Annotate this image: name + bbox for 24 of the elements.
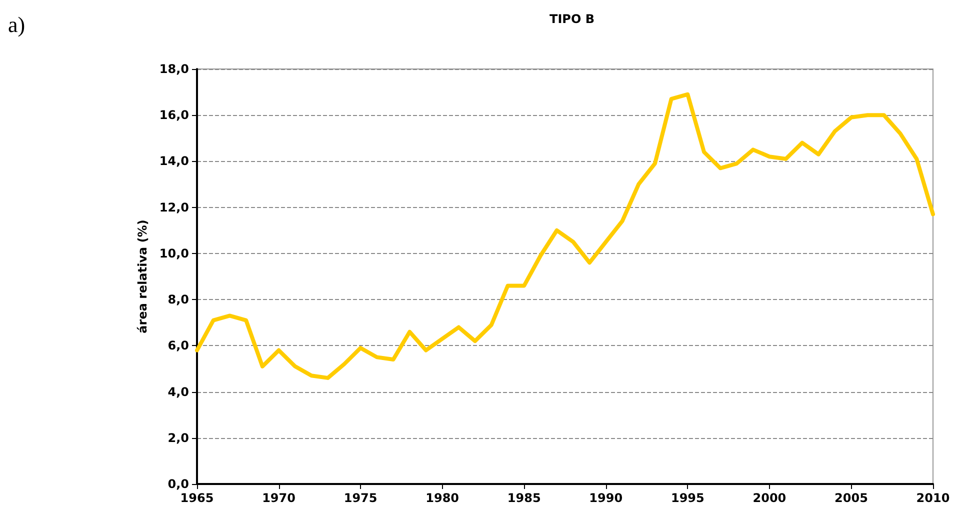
y-tick-label: 10,0: [159, 246, 189, 260]
y-tick-label: 4,0: [168, 384, 189, 399]
y-tick-label: 18,0: [159, 62, 189, 76]
chart-title: TIPO B: [550, 12, 594, 26]
y-tick-label: 0,0: [168, 477, 189, 491]
text: a): [8, 12, 26, 38]
x-tick-label: 1970: [262, 491, 296, 505]
x-tick-label: 1965: [180, 491, 214, 505]
y-tick-label: 2,0: [168, 430, 189, 445]
x-tick-label: 1990: [589, 491, 623, 505]
line-series: [195, 92, 935, 380]
y-tick-label: 14,0: [159, 154, 189, 168]
x-tick-label: 1985: [507, 491, 541, 505]
x-tick-label: 1980: [426, 491, 460, 505]
y-axis-title: área relativa (%): [135, 220, 150, 334]
y-tick-label: 6,0: [168, 338, 189, 353]
x-tick-label: 2005: [834, 491, 868, 505]
y-tick-label: 8,0: [168, 292, 189, 307]
y-tick-label: 12,0: [159, 200, 189, 214]
x-tick-label: 2010: [916, 491, 950, 505]
x-tick-label: 2000: [752, 491, 786, 505]
x-tick-label: 1995: [670, 491, 704, 505]
x-tick-label: 1975: [344, 491, 378, 505]
y-tick-label: 16,0: [159, 108, 189, 122]
